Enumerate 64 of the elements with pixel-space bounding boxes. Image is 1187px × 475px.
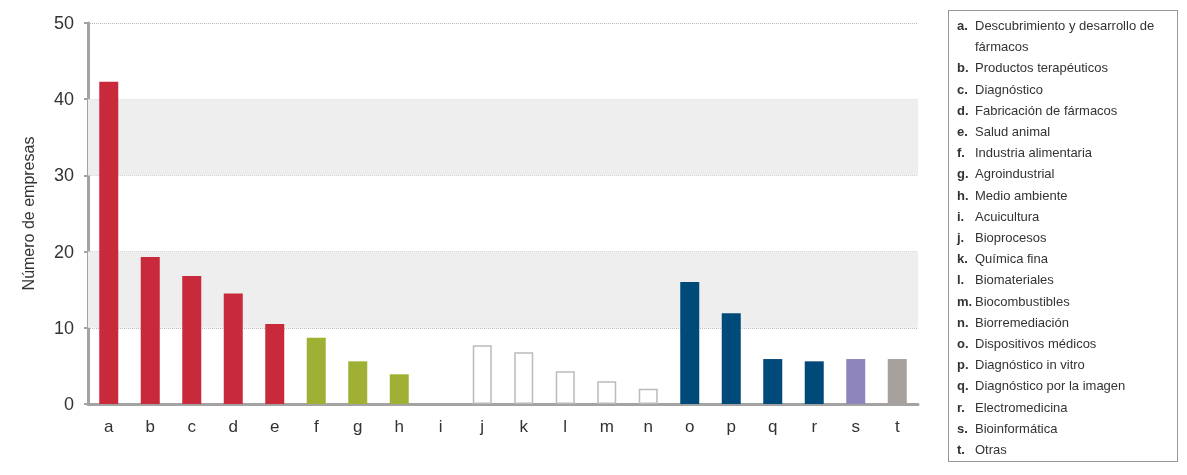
bar xyxy=(140,256,160,404)
y-tick-label: 30 xyxy=(53,165,74,186)
x-tick-label: o xyxy=(685,417,695,436)
text: h. Medio ambiente xyxy=(957,186,1069,205)
text: i. Acuicultura xyxy=(957,207,1041,226)
text: n. Biorremediación xyxy=(957,313,1070,332)
x-tick-label: i xyxy=(438,417,443,436)
text: c. Diagnóstico xyxy=(957,80,1044,99)
text: b. Productos terapéuticos xyxy=(957,59,1109,78)
x-tick-label: m xyxy=(599,417,614,436)
bar xyxy=(804,361,824,404)
text: g. Agroindustrial xyxy=(957,165,1056,184)
x-tick-label: f xyxy=(313,417,319,436)
text: d. Fabricación de fármacos xyxy=(957,101,1119,120)
text: f. Industria alimentaria xyxy=(957,144,1094,163)
x-tick-label: p xyxy=(726,417,736,436)
x-tick-label: s xyxy=(851,417,860,436)
text: s. Bioinformática xyxy=(957,419,1059,438)
x-tick-label: r xyxy=(811,417,818,436)
x-tick-label: a xyxy=(104,417,115,436)
text: e. Salud animal xyxy=(957,123,1052,141)
text: j. Bioprocesos xyxy=(957,229,1048,248)
y-tick-label: 50 xyxy=(53,13,74,33)
x-tick-label: g xyxy=(353,417,363,436)
x-tick-label: b xyxy=(145,417,155,436)
bar xyxy=(680,282,700,404)
x-tick-label: e xyxy=(270,417,280,436)
text: p. Diagnóstico in vitro xyxy=(957,356,1086,375)
y-axis-title: Número de empresas xyxy=(19,136,37,291)
x-tick-label: c xyxy=(187,417,197,436)
x-tick-label: t xyxy=(894,417,900,436)
bar xyxy=(555,371,575,404)
text: t. Otras xyxy=(957,441,1008,460)
bar xyxy=(721,313,741,404)
x-tick-label: j xyxy=(479,417,485,436)
x-tick-label: n xyxy=(643,417,653,436)
bar xyxy=(389,374,409,404)
bar xyxy=(182,275,202,404)
bar xyxy=(763,359,783,404)
bar xyxy=(348,361,368,404)
bar xyxy=(306,337,326,404)
x-tick-label: q xyxy=(768,417,778,436)
bar xyxy=(638,388,658,404)
bar xyxy=(846,359,866,404)
y-tick-label: 20 xyxy=(53,241,74,262)
bar xyxy=(514,352,534,404)
bar xyxy=(99,81,119,404)
y-tick-label: 0 xyxy=(63,394,74,414)
bar xyxy=(597,381,617,404)
x-tick-label: h xyxy=(394,417,404,436)
x-tick-label: d xyxy=(228,417,238,436)
y-tick-label: 10 xyxy=(53,317,74,338)
x-tick-label: l xyxy=(563,417,568,436)
bar xyxy=(472,345,492,404)
bar xyxy=(265,323,285,404)
text: m. Biocombustibles xyxy=(957,292,1071,311)
text: k. Química fina xyxy=(957,250,1049,269)
text: q. Diagnóstico por la imagen xyxy=(957,377,1127,396)
bar xyxy=(223,293,243,404)
text: r. Electromedicina xyxy=(957,398,1069,417)
text: o. Dispositivos médicos xyxy=(957,335,1098,354)
text: l. Biomateriales xyxy=(957,271,1055,290)
x-tick-label: k xyxy=(519,417,529,436)
y-tick-label: 40 xyxy=(53,89,74,110)
